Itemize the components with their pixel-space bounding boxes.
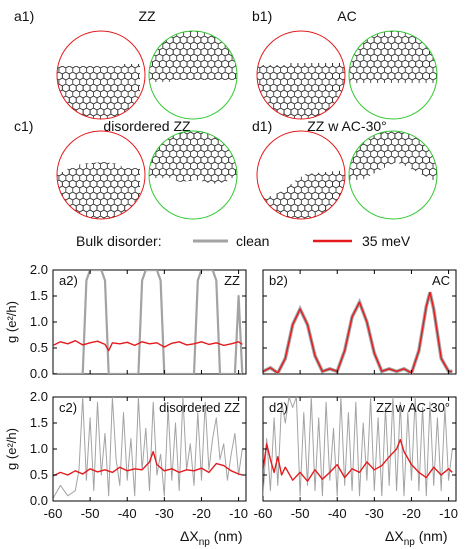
xlabel-right: ΔXnp (nm) (385, 528, 448, 548)
plot-0: 0.0 0.5 1.0 1.5 2.0 a2) ZZ (30, 262, 246, 381)
circle-right-d1 (348, 130, 438, 220)
panel-d1-title: ZZ w AC-30° (307, 118, 387, 134)
panel-c1-tag: c1) (14, 118, 33, 134)
lattice-left-c1 (57, 162, 140, 219)
x-tick-label: -30 (365, 506, 384, 521)
circle-right-a1 (148, 30, 238, 120)
y-tick-label: 2.0 (30, 262, 48, 277)
y-tick-label: 1.5 (30, 288, 48, 303)
y-tick-label: 1.0 (30, 441, 48, 456)
plot-frame-b2 (262, 269, 457, 375)
panel-tag: b2) (269, 273, 288, 288)
panel-tag: a2) (59, 273, 78, 288)
xlabel-left-main: ΔX (180, 528, 199, 544)
series-clean (53, 397, 243, 499)
plot-1: b2) AC (262, 269, 456, 375)
y-tick-label: 0.5 (30, 467, 48, 482)
x-tick-label: -20 (402, 506, 421, 521)
panel-label: ZZ (224, 273, 240, 288)
y-tick-label: 0.0 (30, 366, 48, 381)
series-clean (53, 270, 244, 374)
lattice-right-b1 (349, 31, 437, 83)
circle-left-a1 (56, 30, 146, 120)
panel-a1-title: ZZ (138, 8, 156, 24)
ylabel-top: g (e²/h) (4, 301, 19, 343)
panel-c1: c1) disordered ZZ (14, 118, 238, 220)
series-disorder (53, 450, 243, 477)
x-tick-label: -50 (81, 506, 100, 521)
x-tick-label: -10 (439, 506, 458, 521)
x-tick-label: -40 (118, 506, 137, 521)
plot-2: -60 -50 -40 -30 -20 -10 0.0 0.5 1.0 1.5 2.0 c2) diso… (30, 389, 248, 521)
plot-3: -60 -50 -40 -30 -20 -10 d2) ZZ w AC-30° (254, 396, 458, 521)
panel-label: disordered ZZ (159, 400, 240, 415)
panel-d1-tag: d1) (252, 118, 272, 134)
panel-tag: d2) (269, 400, 288, 415)
circle-left-d1 (256, 130, 346, 220)
series-disorder (53, 340, 243, 352)
series-disorder (263, 291, 453, 374)
panel-d1: d1) ZZ w AC-30° (252, 118, 438, 220)
panel-b1-tag: b1) (252, 8, 272, 24)
x-tick-label: -50 (291, 506, 310, 521)
panel-label: ZZ w AC-30° (376, 400, 450, 415)
y-tick-label: 0.5 (30, 340, 48, 355)
panel-b1-title: AC (337, 8, 356, 24)
panel-tag: c2) (59, 400, 77, 415)
circle-left-c1 (56, 130, 146, 220)
xlabel-right-unit: (nm) (415, 528, 448, 544)
panel-a1-tag: a1) (14, 8, 34, 24)
xlabel-left-unit: (nm) (210, 528, 243, 544)
panel-c1-title: disordered ZZ (103, 118, 191, 134)
series-clean (263, 397, 453, 497)
legend-label-clean: clean (236, 233, 269, 249)
y-tick-label: 2.0 (30, 389, 48, 404)
series-disorder (263, 438, 453, 482)
xlabel-right-sub: np (404, 537, 416, 548)
legend: Bulk disorder: clean 35 meV (76, 233, 411, 249)
panel-b1: b1) AC (252, 8, 438, 120)
panel-a1: a1) ZZ (14, 8, 238, 120)
x-tick-label: -60 (254, 506, 273, 521)
circle-right-c1 (148, 130, 238, 220)
circle-left-b1 (256, 30, 346, 120)
x-tick-label: -10 (229, 506, 248, 521)
xlabel-right-main: ΔX (385, 528, 404, 544)
y-tick-label: 1.5 (30, 415, 48, 430)
x-tick-label: -60 (44, 506, 63, 521)
legend-label-disorder: 35 meV (362, 233, 411, 249)
x-tick-label: -20 (192, 506, 211, 521)
y-tick-label: 0.0 (30, 493, 48, 508)
ylabel-bottom: g (e²/h) (4, 428, 19, 470)
circle-right-b1 (348, 30, 438, 120)
x-tick-label: -40 (328, 506, 347, 521)
x-tick-label: -30 (155, 506, 174, 521)
y-tick-label: 1.0 (30, 314, 48, 329)
panel-label: AC (432, 273, 450, 288)
xlabel-left: ΔXnp (nm) (180, 528, 243, 548)
legend-prefix: Bulk disorder: (76, 233, 162, 249)
xlabel-left-sub: np (199, 537, 211, 548)
